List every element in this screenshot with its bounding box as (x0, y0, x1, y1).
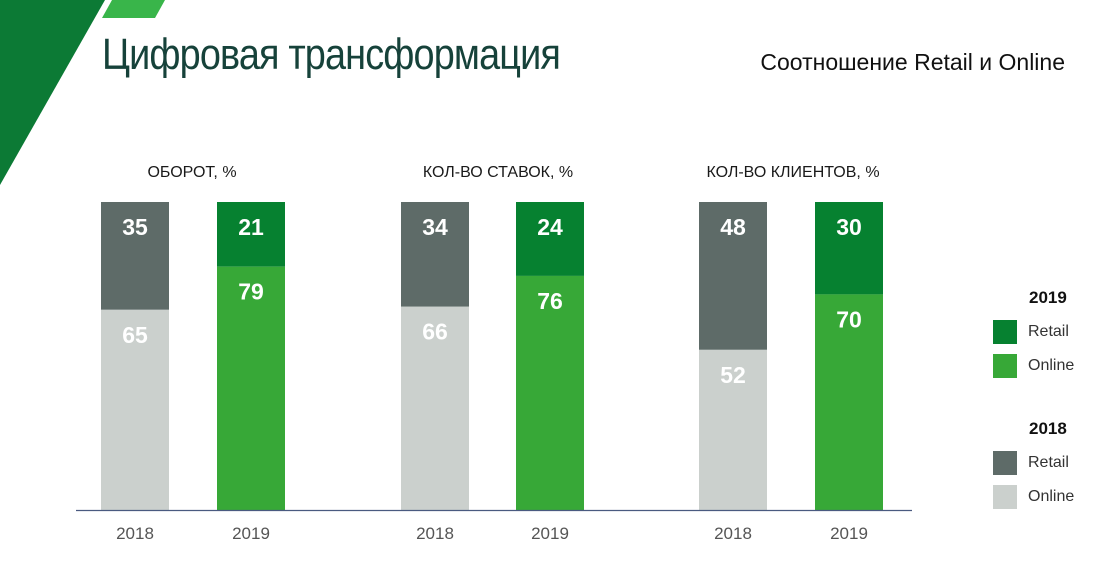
legend-swatch-online-2019 (993, 354, 1017, 378)
label-retail-bets-2018: 34 (422, 214, 448, 240)
legend-label-retail-2019: Retail (1028, 323, 1069, 340)
x-tick-turnover-2018: 2018 (116, 524, 154, 543)
legend-swatch-retail-2019 (993, 320, 1017, 344)
legend-swatch-retail-2018 (993, 451, 1017, 475)
label-online-clients-2018: 52 (720, 362, 746, 388)
page-subtitle: Соотношение Retail и Online (760, 49, 1065, 75)
bar-retail-clients-2019 (815, 202, 883, 295)
bar-online-clients-2019 (815, 294, 883, 510)
bar-retail-turnover-2019 (217, 202, 285, 267)
x-tick-clients-2019: 2019 (830, 524, 868, 543)
bar-online-turnover-2018 (101, 309, 169, 510)
label-online-clients-2019: 70 (836, 306, 862, 332)
label-online-bets-2018: 66 (422, 319, 448, 345)
x-tick-turnover-2019: 2019 (232, 524, 270, 543)
label-retail-bets-2019: 24 (537, 214, 563, 240)
label-online-turnover-2018: 65 (122, 322, 148, 348)
group-title-turnover: ОБОРОТ, % (147, 164, 237, 181)
group-title-clients: КОЛ-ВО КЛИЕНТОВ, % (706, 164, 880, 181)
bar-retail-clients-2018 (699, 202, 767, 350)
label-online-turnover-2019: 79 (238, 279, 264, 305)
bar-retail-bets-2018 (401, 202, 469, 307)
legend-label-retail-2018: Retail (1028, 454, 1069, 471)
corner-stripe-light (102, 0, 165, 18)
corner-decoration (0, 0, 165, 185)
x-tick-bets-2018: 2018 (416, 524, 454, 543)
bar-online-bets-2018 (401, 306, 469, 510)
bar-retail-turnover-2018 (101, 202, 169, 310)
label-retail-clients-2019: 30 (836, 214, 862, 240)
bar-online-clients-2018 (699, 349, 767, 510)
legend-title-2018: 2018 (1029, 419, 1067, 438)
page-title: Цифровая трансформация (102, 30, 561, 79)
legend-title-2019: 2019 (1029, 288, 1067, 307)
bar-retail-bets-2019 (516, 202, 584, 276)
x-tick-bets-2019: 2019 (531, 524, 569, 543)
label-retail-clients-2018: 48 (720, 214, 746, 240)
label-retail-turnover-2019: 21 (238, 214, 264, 240)
group-title-bets: КОЛ-ВО СТАВОК, % (422, 164, 574, 181)
label-online-bets-2019: 76 (537, 288, 563, 314)
bar-online-bets-2019 (516, 275, 584, 510)
bar-online-turnover-2019 (217, 266, 285, 510)
legend-label-online-2018: Online (1028, 488, 1075, 505)
label-retail-turnover-2018: 35 (122, 214, 148, 240)
x-tick-clients-2018: 2018 (714, 524, 752, 543)
corner-stripe-dark (0, 0, 105, 185)
legend-label-online-2019: Online (1028, 357, 1075, 374)
legend-swatch-online-2018 (993, 485, 1017, 509)
